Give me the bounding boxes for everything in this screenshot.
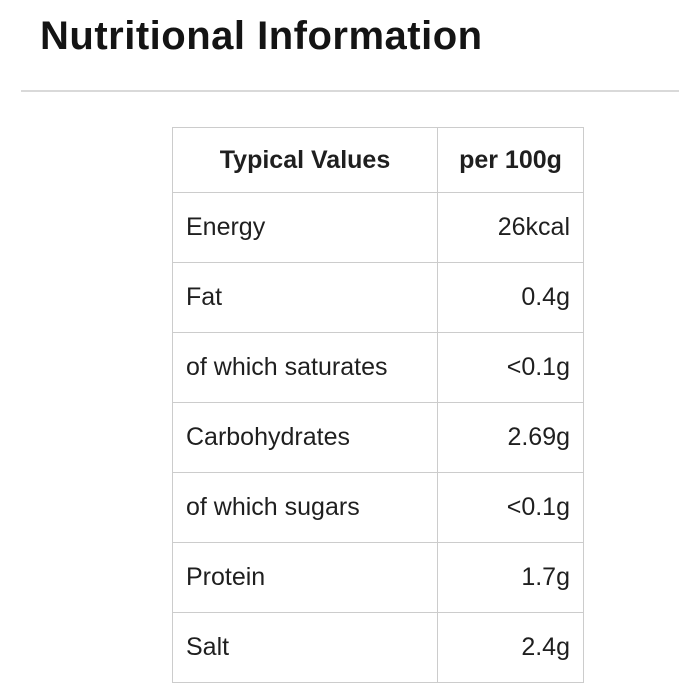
row-value: 2.69g [437,402,584,473]
row-value: 26kcal [437,192,584,263]
table-row: Carbohydrates 2.69g [172,402,584,473]
row-label: of which sugars [172,472,438,543]
row-label: Salt [172,612,438,683]
table-row: Fat 0.4g [172,262,584,333]
table-row: Protein 1.7g [172,542,584,613]
row-label: Fat [172,262,438,333]
row-value: <0.1g [437,472,584,543]
table-header-row: Typical Values per 100g [172,127,584,193]
table-row: Energy 26kcal [172,192,584,263]
row-label: of which saturates [172,332,438,403]
row-value: 2.4g [437,612,584,683]
table-row: of which saturates <0.1g [172,332,584,403]
row-label: Carbohydrates [172,402,438,473]
title-divider [21,90,679,92]
row-value: 0.4g [437,262,584,333]
table-row: Salt 2.4g [172,612,584,683]
row-value: 1.7g [437,542,584,613]
row-label: Protein [172,542,438,613]
header-typical-values: Typical Values [172,127,438,193]
table-row: of which sugars <0.1g [172,472,584,543]
page-title: Nutritional Information [40,14,483,58]
nutrition-table: Typical Values per 100g Energy 26kcal Fa… [172,127,584,683]
row-label: Energy [172,192,438,263]
row-value: <0.1g [437,332,584,403]
header-per-100g: per 100g [437,127,584,193]
nutrition-table-container: Typical Values per 100g Energy 26kcal Fa… [172,127,584,683]
